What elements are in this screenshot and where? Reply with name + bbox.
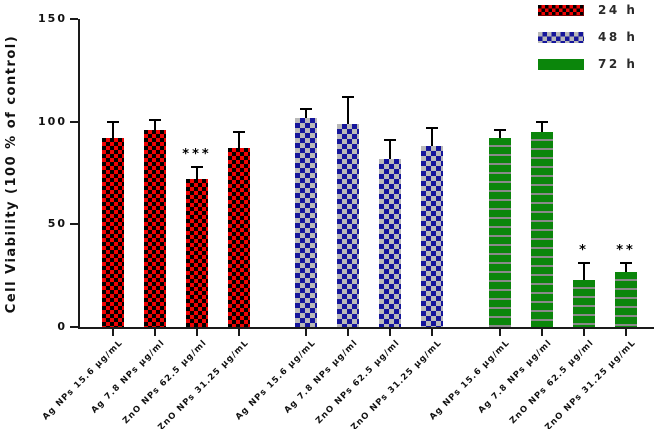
bar-48h-1 [337, 123, 359, 327]
legend-item-24h: 24 h [538, 2, 637, 18]
error-bar [112, 121, 114, 139]
error-bar [583, 263, 585, 280]
error-bar-cap [536, 120, 548, 123]
legend-label-48h: 48 h [598, 30, 638, 44]
significance-label: * [579, 243, 589, 259]
legend-swatch-48h [538, 31, 584, 43]
error-bar-cap [494, 128, 506, 131]
error-bar-cap [107, 120, 119, 123]
bar-48h-2 [379, 158, 401, 327]
error-bar [541, 121, 543, 132]
y-tick-label: 150 [38, 12, 67, 25]
error-bar-cap [620, 262, 632, 265]
x-tick [196, 329, 198, 336]
error-bar [196, 166, 198, 180]
x-tick [347, 329, 349, 336]
legend-label-72h: 72 h [598, 57, 638, 71]
y-tick-label: 0 [57, 320, 67, 333]
error-bar [431, 127, 433, 147]
x-tick [431, 329, 433, 336]
bar-72h-2 [573, 279, 595, 327]
x-tick-label: Ag NPs 15.6 µg/mL [40, 338, 126, 423]
bar-24h-2 [186, 179, 208, 327]
error-bar-cap [149, 118, 161, 121]
y-tick [70, 18, 78, 20]
x-axis-line [78, 327, 654, 329]
error-bar [305, 109, 307, 118]
x-tick [238, 329, 240, 336]
bar-72h-1 [531, 131, 553, 327]
error-bar-cap [384, 139, 396, 142]
error-bar-cap [426, 126, 438, 129]
error-bar-cap [233, 130, 245, 133]
y-axis-line [78, 19, 80, 329]
error-bar-cap [342, 96, 354, 99]
bar-72h-0 [489, 138, 511, 327]
error-bar-cap [300, 108, 312, 111]
error-bar [625, 263, 627, 272]
x-tick [112, 329, 114, 336]
x-tick [154, 329, 156, 336]
error-bar [389, 140, 391, 159]
legend-swatch-72h [538, 58, 584, 70]
x-tick [541, 329, 543, 336]
x-tick [499, 329, 501, 336]
error-bar [347, 97, 349, 124]
error-bar [499, 129, 501, 139]
y-tick [70, 223, 78, 226]
y-tick-label: 100 [38, 114, 67, 128]
legend-item-72h: 72 h [538, 56, 637, 72]
x-tick [389, 329, 391, 336]
legend-label-24h: 24 h [598, 3, 638, 17]
y-tick [70, 326, 78, 328]
x-tick [305, 329, 307, 336]
error-bar-cap [578, 262, 590, 265]
x-tick [583, 329, 585, 336]
bar-48h-3 [421, 146, 443, 327]
legend: 24 h 48 h 72 h [538, 2, 637, 83]
bar-24h-1 [144, 129, 166, 327]
significance-label: *** [182, 146, 212, 162]
legend-swatch-24h [538, 4, 584, 16]
significance-label: ** [616, 243, 636, 259]
bar-24h-3 [228, 148, 250, 327]
bar-72h-3 [615, 271, 637, 327]
legend-item-48h: 48 h [538, 29, 637, 45]
error-bar [154, 119, 156, 130]
error-bar-cap [191, 165, 203, 168]
y-tick-label: 50 [47, 217, 67, 231]
y-tick [70, 120, 78, 123]
bar-24h-0 [102, 138, 124, 327]
x-tick [625, 329, 627, 336]
bar-48h-0 [295, 117, 317, 327]
error-bar [238, 131, 240, 149]
